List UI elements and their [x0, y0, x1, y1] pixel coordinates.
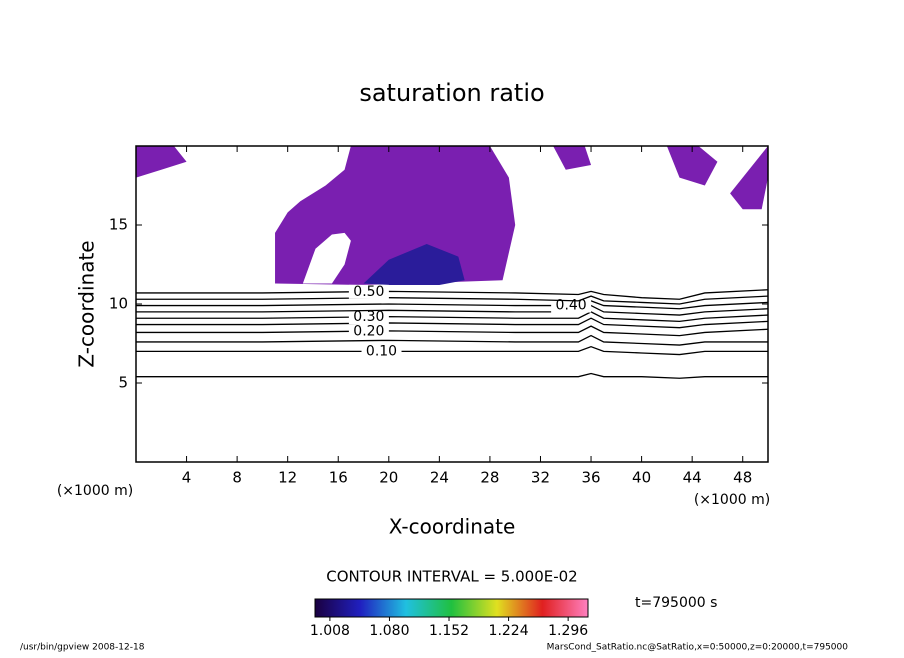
filled-region	[363, 243, 465, 286]
contour-line	[136, 289, 768, 300]
contour-line	[136, 345, 768, 356]
colorbar-tick-label: 1.080	[369, 623, 409, 639]
contour-label: 0.10	[366, 343, 397, 359]
y-tick-label: 15	[109, 216, 128, 234]
contour-label-bg	[348, 324, 389, 339]
contour-label: 0.40	[556, 298, 587, 314]
x-tick-label: 12	[278, 469, 297, 487]
x-tick-label: 24	[430, 469, 449, 487]
x-tick-label: 36	[581, 469, 600, 487]
x-axis-label: X-coordinate	[389, 515, 516, 539]
contour-label-bg	[348, 310, 389, 325]
x-tick-label: 32	[531, 469, 550, 487]
contour-label: 0.50	[353, 284, 384, 300]
contour-line	[136, 325, 768, 337]
colorbar	[314, 598, 589, 618]
x-tick-label: 44	[683, 469, 702, 487]
x-tick-label: 40	[632, 469, 651, 487]
chart-title: saturation ratio	[359, 79, 544, 107]
colorbar-tick-label: 1.296	[548, 623, 588, 639]
y-tick-label: 5	[118, 374, 128, 392]
contour-line	[136, 317, 768, 329]
x-tick-label: 28	[480, 469, 499, 487]
footer-right: MarsCond_SatRatio.nc@SatRatio,x=0:50000,…	[547, 643, 849, 653]
contour-label-bg	[348, 284, 389, 299]
colorbar-tick-label: 1.008	[310, 623, 350, 639]
filled-region	[730, 146, 768, 210]
contour-line	[136, 295, 768, 305]
filled-region	[136, 146, 187, 178]
y-unit: (×1000 m)	[57, 483, 133, 499]
contour-line	[136, 372, 768, 379]
footer-left: /usr/bin/gpview 2008-12-18	[20, 643, 145, 653]
colorbar-tick-label: 1.152	[429, 623, 469, 639]
x-tick-label: 4	[182, 469, 192, 487]
filled-region	[302, 232, 351, 284]
filled-region	[553, 146, 592, 170]
contour-line	[136, 334, 768, 346]
time-label: t=795000 s	[635, 595, 717, 611]
contour-label: 0.30	[353, 309, 384, 325]
plot-area: 0.10 0.200.30 0.40 0.50	[136, 146, 768, 379]
contour-label: 0.20	[353, 323, 384, 339]
contour-line	[136, 300, 768, 310]
x-tick-label: 48	[733, 469, 752, 487]
contour-line	[136, 304, 768, 316]
filled-region	[666, 146, 718, 186]
contour-interval: CONTOUR INTERVAL = 5.000E-02	[326, 568, 577, 586]
x-tick-label: 16	[329, 469, 348, 487]
x-tick-label: 20	[379, 469, 398, 487]
y-tick-label: 10	[109, 295, 128, 313]
y-axis-label: Z-coordinate	[75, 240, 99, 367]
contour-label-bg	[551, 298, 592, 313]
x-tick-label: 8	[232, 469, 242, 487]
contour-line	[136, 311, 768, 323]
contour-label-bg	[361, 344, 402, 359]
x-unit: (×1000 m)	[694, 492, 770, 508]
colorbar-tick-label: 1.224	[489, 623, 529, 639]
